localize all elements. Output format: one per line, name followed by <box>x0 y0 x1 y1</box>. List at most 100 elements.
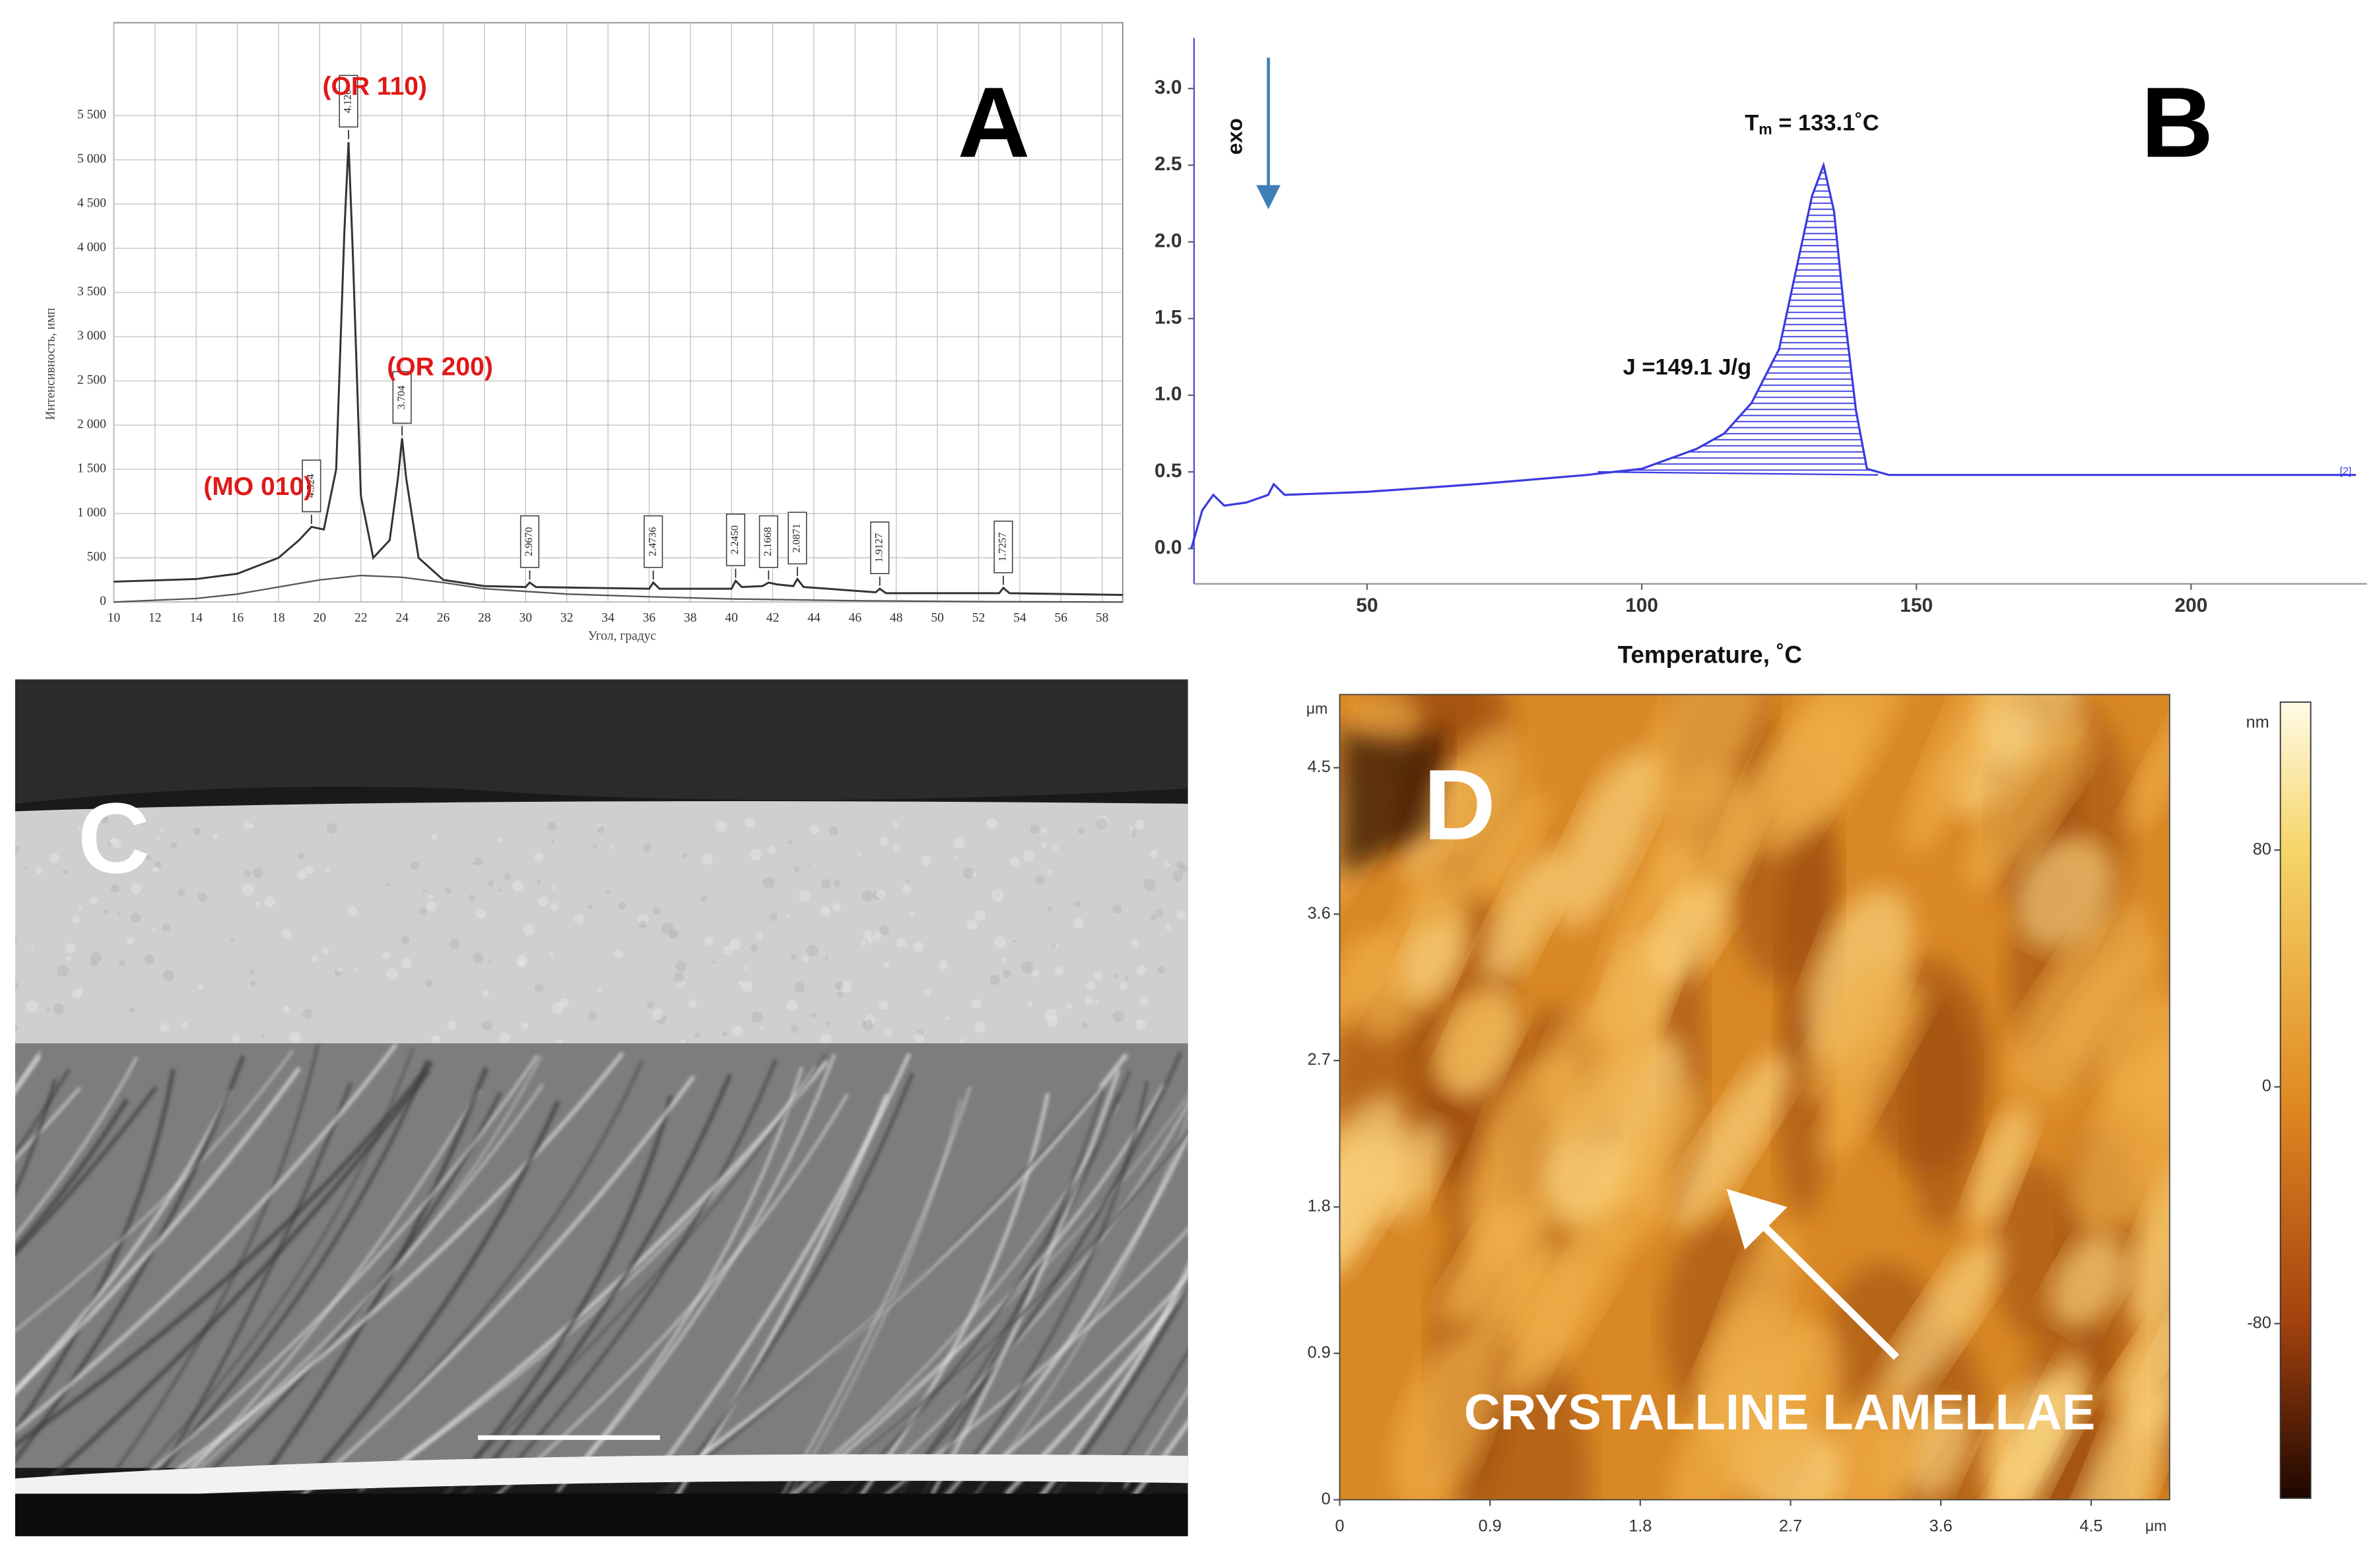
afm-bright <box>2073 1041 2170 1233</box>
sem-speckle <box>787 914 791 919</box>
peak-label: 1.9127 <box>873 533 885 562</box>
sem-speckle <box>197 984 203 991</box>
sem-streak <box>935 1081 1149 1507</box>
sem-speckle <box>263 896 275 907</box>
sem-streak <box>15 1061 434 1448</box>
sem-speckle <box>78 906 83 911</box>
sem-speckle <box>57 965 69 977</box>
y-tick-label: 5 000 <box>77 152 106 166</box>
curve-tag: [2] <box>2339 465 2351 477</box>
sem-speckle <box>863 930 872 940</box>
sem-speckle <box>15 936 17 940</box>
afm-bright <box>1554 751 1658 929</box>
sem-speckle <box>497 837 503 843</box>
sem-speckle <box>1075 900 1082 907</box>
lamellae-arrow-shaft <box>1745 1207 1900 1360</box>
afm-bright <box>1518 1225 1625 1383</box>
sem-streak <box>970 1113 1188 1501</box>
sem-speckle <box>305 865 314 874</box>
sem-speckle <box>755 932 763 940</box>
sem-speckle <box>419 907 428 915</box>
plot-frame <box>113 22 1123 603</box>
y-tick-label: 3.6 <box>1308 904 1331 923</box>
sem-speckle <box>144 954 154 964</box>
sem-speckle <box>127 937 134 944</box>
sem-streak <box>185 1055 542 1482</box>
sem-speckle <box>160 829 164 833</box>
sem-speckle <box>1010 857 1021 867</box>
sem-streak <box>116 1043 319 1470</box>
panel-label: A <box>958 67 1030 179</box>
sem-speckle <box>386 968 398 980</box>
sem-speckle <box>410 861 420 870</box>
sem-speckle <box>751 1011 763 1024</box>
sem-streak <box>568 1053 836 1480</box>
sem-speckle <box>597 988 602 993</box>
afm-image <box>1339 694 2170 1500</box>
sem-streak <box>650 1053 912 1480</box>
sem-speckle <box>638 920 648 929</box>
sem-speckle <box>1030 824 1040 834</box>
sem-streak <box>141 1084 544 1510</box>
sem-streak <box>772 1086 972 1512</box>
y-tick-label: 3 500 <box>77 285 106 299</box>
sem-speckle <box>488 960 492 964</box>
y-tick-label: 2 000 <box>77 418 106 432</box>
afm-bright <box>1965 713 2094 889</box>
sem-speckle <box>117 911 121 915</box>
y-axis-label: Интенсивность, имп <box>44 308 58 420</box>
sem-streak <box>15 1066 302 1394</box>
sem-speckle <box>1176 910 1186 920</box>
sem-speckle <box>162 969 174 981</box>
sem-speckle <box>385 882 389 887</box>
sem-speckle <box>1155 909 1164 917</box>
x-tick-label: 2.7 <box>1779 1517 1802 1536</box>
y-unit: μm <box>1306 700 1327 717</box>
peak-box <box>787 511 807 565</box>
sem-streak <box>1123 1388 1188 1489</box>
sem-speckle <box>1013 939 1017 943</box>
sem-speckle <box>547 822 556 832</box>
afm-bright <box>1407 725 1526 926</box>
y-tick-label: 1.5 <box>1155 307 1182 329</box>
sem-streak <box>15 1049 294 1332</box>
afm-bright <box>1391 1333 1497 1500</box>
sem-speckle <box>65 942 76 954</box>
sem-streak <box>142 1047 414 1474</box>
sem-speckle <box>1054 966 1064 976</box>
sem-speckle <box>498 888 502 892</box>
sem-speckle <box>712 960 716 964</box>
sem-speckle <box>516 955 527 967</box>
sem-speckle <box>879 1000 888 1010</box>
sem-speckle <box>1021 961 1034 973</box>
sem-speckle <box>536 879 541 884</box>
x-tick-label: 22 <box>354 611 368 625</box>
sem-speckle <box>909 911 915 917</box>
tm-label: Tm = 133.1˚C <box>1745 111 1879 138</box>
sem-speckle <box>131 883 142 895</box>
y-tick-label: 3.0 <box>1155 77 1182 98</box>
afm-bright <box>1714 1321 1842 1487</box>
y-tick-label: 2.5 <box>1155 153 1182 175</box>
x-tick-label: 54 <box>1013 611 1026 625</box>
sem-speckle <box>77 827 82 832</box>
afm-bright <box>1700 1226 1796 1425</box>
sem-speckle <box>1003 969 1011 978</box>
sem-speckle <box>904 944 908 948</box>
peak-label: 3.704 <box>396 385 407 409</box>
sem-speckle <box>986 818 998 830</box>
y-tick-label: 4.5 <box>1308 758 1331 776</box>
sem-streak <box>15 1068 176 1435</box>
sem-speckle <box>90 952 102 964</box>
sem-speckle <box>30 944 34 948</box>
sem-speckle <box>65 956 71 962</box>
peak-annotation: (OR 110) <box>323 73 427 101</box>
sem-speckle <box>834 880 841 887</box>
sem-speckle <box>807 863 810 866</box>
sem-speckle <box>913 941 924 952</box>
sem-streak <box>15 1086 81 1161</box>
sem-speckle <box>483 990 489 997</box>
sem-speckle <box>1129 825 1133 830</box>
sem-streak <box>15 1068 71 1156</box>
sem-speckle <box>801 955 809 963</box>
